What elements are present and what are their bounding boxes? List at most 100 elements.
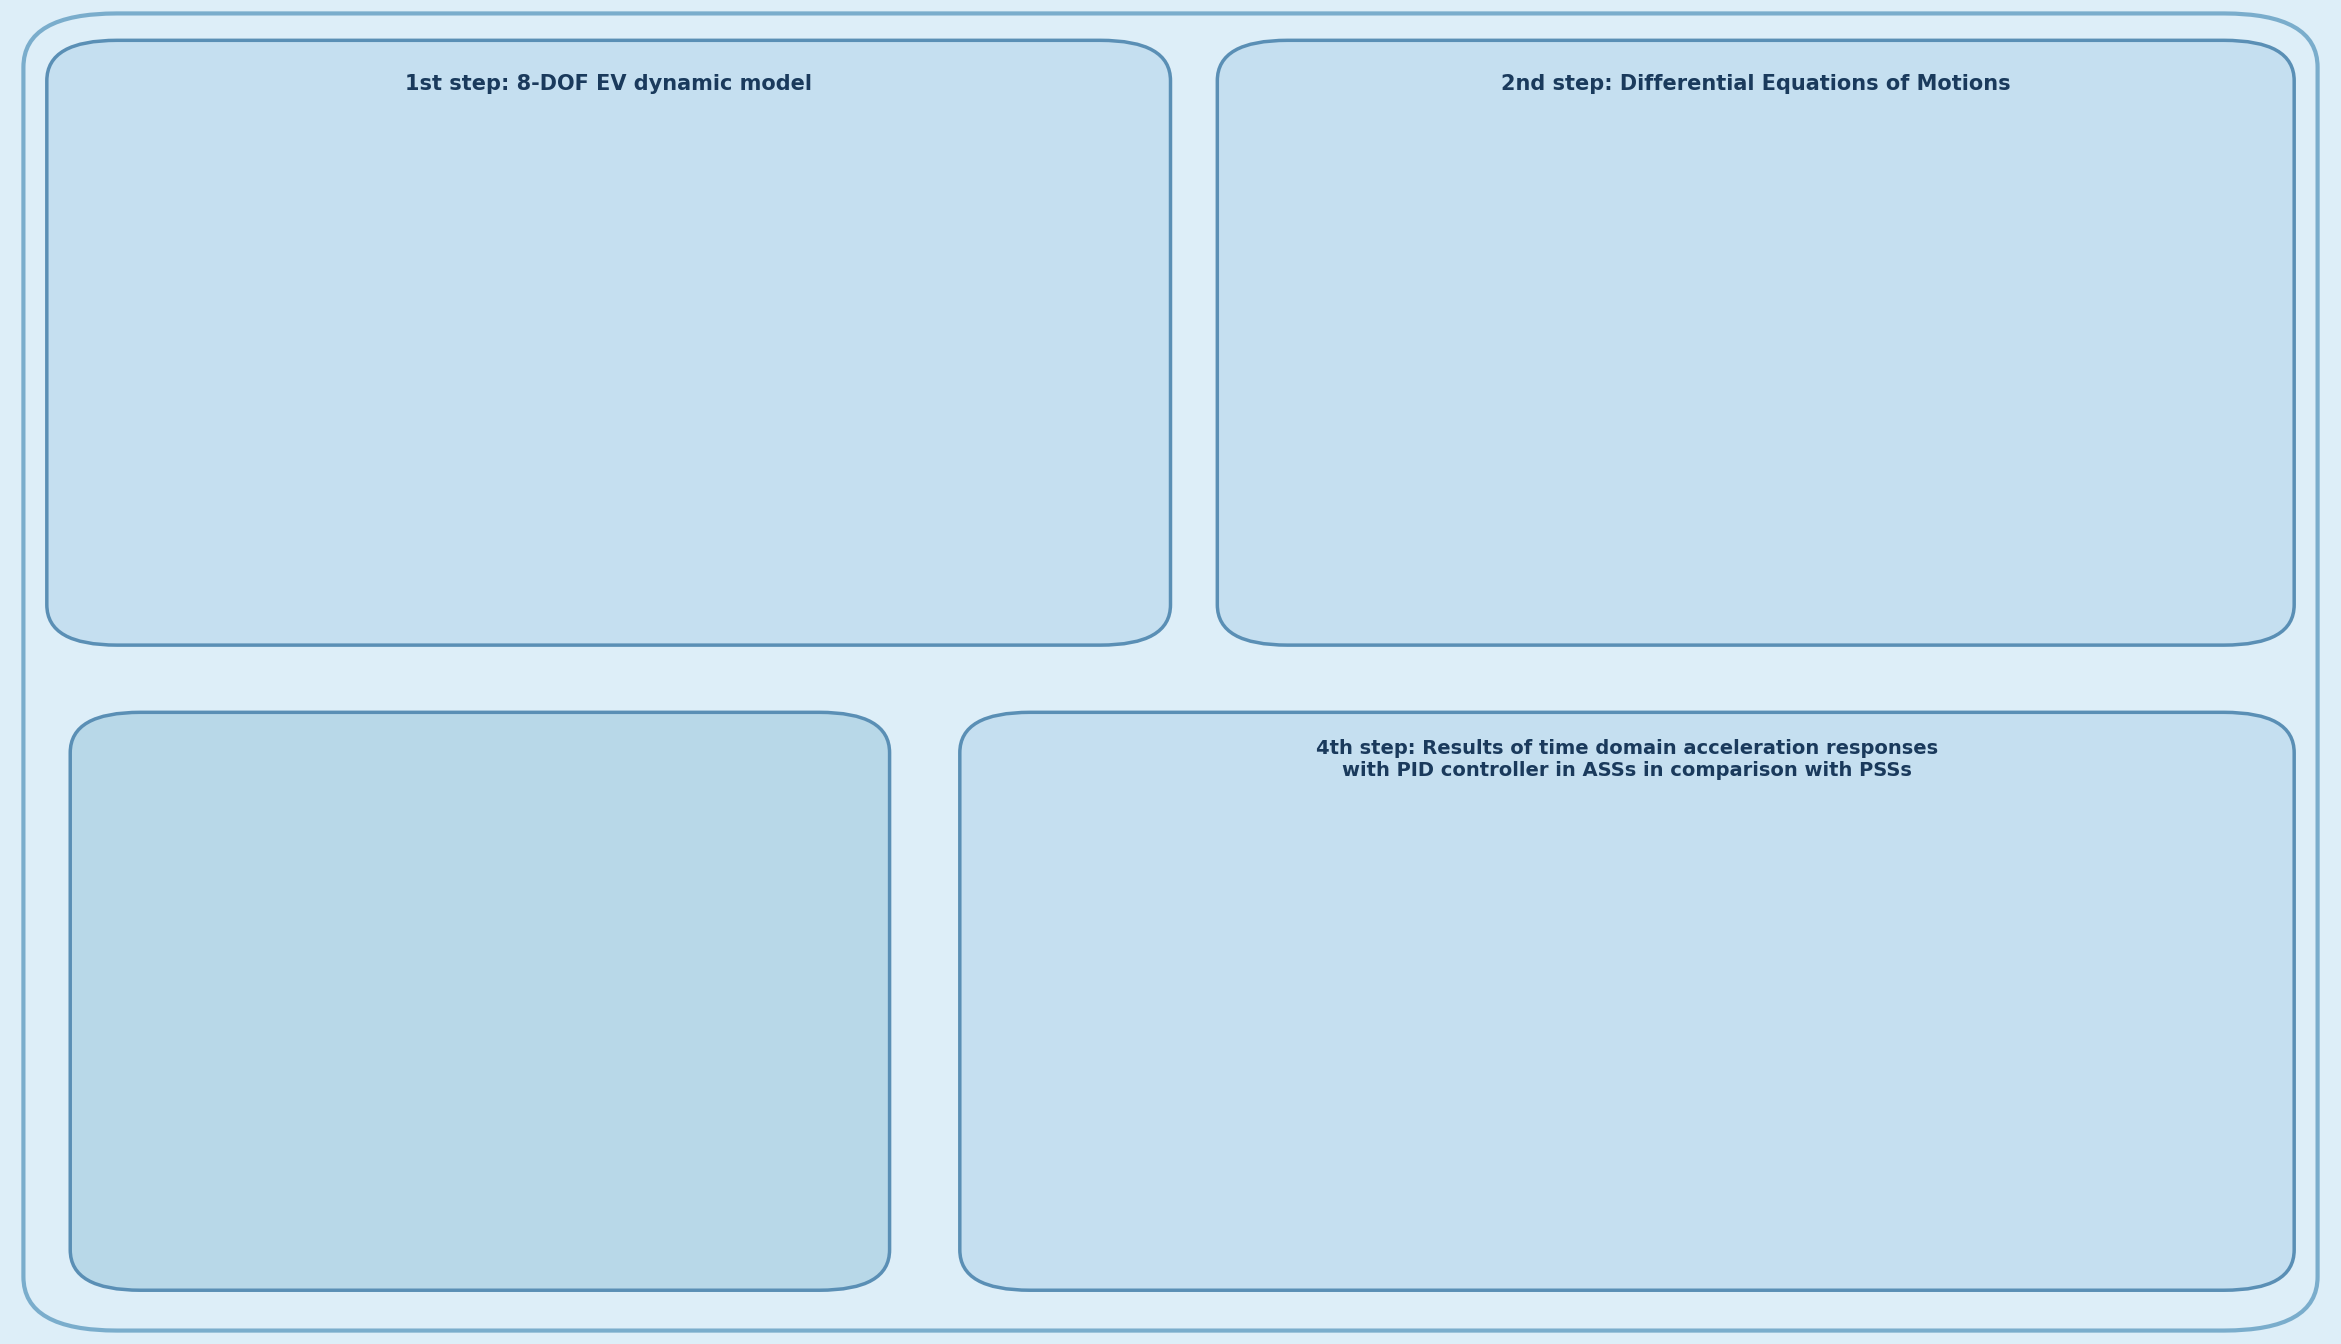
PSSs	[1362, 931, 1391, 948]
PID controller in ASSs	[1990, 1125, 2018, 1141]
PID controller in ASSs	[1995, 809, 2023, 825]
Text: 3rd step:: 3rd step:	[424, 809, 536, 829]
Bar	[232, 255, 361, 296]
Circle shape	[1004, 437, 1117, 558]
Legend: PPSs, PID controller in ASSs: PPSs, PID controller in ASSs	[2083, 1060, 2219, 1090]
X-axis label: Time/s: Time/s	[1334, 1054, 1369, 1063]
PSSs	[1660, 903, 1688, 919]
Y-axis label: $a_{teta}/(\mathrm{rad.s}^{-2})$: $a_{teta}/(\mathrm{rad.s}^{-2})$	[1625, 1099, 1641, 1179]
Text: $m_s$: $m_s$	[288, 266, 307, 280]
Legend: PSSs, PID controller in ASSs: PSSs, PID controller in ASSs	[1487, 866, 1622, 895]
Text: c) Pitching angle of EV body: c) Pitching angle of EV body	[1264, 1196, 1440, 1210]
PID controller-ASSs	[1325, 1106, 1353, 1122]
Text: $k_{t1}$: $k_{t1}$	[129, 485, 143, 499]
PSSs	[1435, 980, 1463, 996]
PID controller in ASSs	[1362, 1015, 1391, 1031]
Bar	[145, 429, 211, 462]
PPSs	[1959, 1188, 1988, 1204]
PSSs	[1517, 1177, 1545, 1193]
PID controller in ASSs	[2198, 1152, 2226, 1168]
PSSs	[1945, 818, 1973, 835]
FancyBboxPatch shape	[138, 934, 822, 1175]
Text: a) Driver's seat: a) Driver's seat	[1304, 1001, 1400, 1015]
PID controller in ASSs	[1924, 1247, 1952, 1263]
PID controller in ASSs	[1924, 888, 1952, 905]
PID controller-ASSs	[1461, 1239, 1489, 1255]
PSSs	[2114, 960, 2142, 976]
Y-axis label: $a_s/(\mathrm{m.s}^{-2})$: $a_s/(\mathrm{m.s}^{-2})$	[1028, 915, 1044, 973]
Text: PID controller design: PID controller design	[346, 871, 613, 891]
Text: {: {	[1283, 302, 1337, 383]
PID controller-ASSs	[1391, 1193, 1419, 1210]
PPSs	[2198, 1165, 2226, 1181]
Text: $u(t) = k_p e(t) + k_i \int e(t)dt + k_d \dfrac{de(t)}{(dt)}$: $u(t) = k_p e(t) + k_i \int e(t)dt + k_d…	[300, 1016, 660, 1066]
PID controller in ASSs	[1922, 891, 1950, 907]
Text: $l_4$: $l_4$	[220, 609, 229, 624]
PPSs	[1660, 1140, 1688, 1156]
Text: $z_b$: $z_b$	[405, 313, 417, 325]
Line: PID controller in ASSs: PID controller in ASSs	[1674, 1012, 2224, 1279]
Text: $z_b$: $z_b$	[876, 387, 887, 401]
PID controller in ASSs	[2198, 933, 2226, 949]
Bar	[468, 429, 534, 462]
Legend: PSSs, PID controller in ASSs: PSSs, PID controller in ASSs	[2083, 866, 2219, 895]
PID controller-ASSs	[1517, 1133, 1545, 1149]
Bar	[677, 316, 702, 343]
Line: PSSs: PSSs	[1077, 988, 1627, 1297]
Text: $m_b\ddot{z}_b = F_s - \sum_{i=1}^{4} k_i(z_{bi} - z_i) + c_i(\dot{z}_{bi} - \do: $m_b\ddot{z}_b = F_s - \sum_{i=1}^{4} k_…	[1362, 251, 1650, 293]
Text: $m_b$: $m_b$	[286, 320, 307, 333]
PID controller-ASSs	[1601, 1193, 1629, 1210]
Text: $m_b, I_b, I_\phi$: $m_b, I_b, I_\phi$	[850, 204, 901, 222]
Text: $c_2$: $c_2$	[550, 391, 559, 403]
PSSs	[1515, 1001, 1543, 1017]
Text: $m_s\ddot{z}_s = -[k_s(z_s - z_{sb}) + c_s(\dot{z}_s - \dot{z}_{sb})]$: $m_s\ddot{z}_s = -[k_s(z_s - z_{sb}) + c…	[1362, 184, 1592, 200]
PID controller in ASSs	[2114, 988, 2142, 1004]
PSSs	[2198, 910, 2226, 926]
X-axis label: Time/s: Time/s	[1931, 1249, 1966, 1258]
PSSs	[1252, 753, 1281, 769]
Text: $c_i$: $c_i$	[707, 321, 719, 333]
PSSs	[1327, 1005, 1355, 1021]
PID controller in ASSs	[1988, 898, 2016, 914]
PSSs	[1959, 1025, 1988, 1042]
PPSs	[1760, 1341, 1789, 1344]
Line: PID controller in ASSs: PID controller in ASSs	[1674, 817, 2224, 1070]
PSSs	[1693, 1056, 1721, 1073]
Text: $I_b\ddot{\varphi}_b = \sum_{i=1,2}(F_i + u_i)\,l_1 - \sum_{i=3,4}(F_i + u_i)\,l: $I_b\ddot{\varphi}_b = \sum_{i=1,2}(F_i …	[1362, 341, 1641, 372]
PSSs	[1990, 976, 2018, 992]
PSSs	[1613, 953, 1641, 969]
PID controller-ASSs	[1613, 1054, 1641, 1070]
PID controller in ASSs	[1393, 921, 1421, 937]
Legend: PSSs, PID controller-ASSs: PSSs, PID controller-ASSs	[1498, 1060, 1622, 1090]
Circle shape	[1035, 470, 1084, 524]
Polygon shape	[597, 262, 1152, 464]
Text: $m_1$: $m_1$	[171, 437, 185, 449]
PSSs	[1327, 1160, 1355, 1176]
X-axis label: Time/s: Time/s	[1931, 1054, 1966, 1063]
PID controller-ASSs	[1360, 1140, 1388, 1156]
PID controller in ASSs	[1517, 922, 1545, 938]
Line: PSSs: PSSs	[1077, 761, 1627, 1083]
PSSs	[1924, 918, 1952, 934]
PID controller in ASSs	[1927, 1133, 1955, 1149]
PSSs	[1391, 943, 1419, 960]
Circle shape	[634, 437, 744, 558]
PSSs	[2210, 1013, 2238, 1030]
Bar	[112, 296, 567, 363]
Text: b) EV body: b) EV body	[1915, 1001, 1983, 1015]
PID controller in ASSs	[1959, 1025, 1988, 1042]
Text: $m_2$: $m_2$	[494, 437, 508, 449]
PID controller-ASSs	[1503, 1005, 1531, 1021]
Text: $k_{t2}$: $k_{t2}$	[459, 485, 473, 499]
Text: $k_i$: $k_i$	[688, 293, 700, 306]
PID controller in ASSs	[1306, 1024, 1334, 1040]
Text: $l_3$: $l_3$	[398, 609, 407, 624]
Text: $k_i$: $k_i$	[1030, 293, 1039, 306]
PSSs	[1922, 903, 1950, 919]
Circle shape	[665, 470, 714, 524]
Y-axis label: $a_b/(\mathrm{m.s}^{-2})$: $a_b/(\mathrm{m.s}^{-2})$	[1625, 914, 1641, 974]
PPSs	[2210, 1227, 2238, 1243]
PID controller-ASSs	[1063, 1191, 1091, 1207]
Text: $q_2$: $q_2$	[468, 582, 482, 594]
PID controller in ASSs	[1613, 917, 1641, 933]
